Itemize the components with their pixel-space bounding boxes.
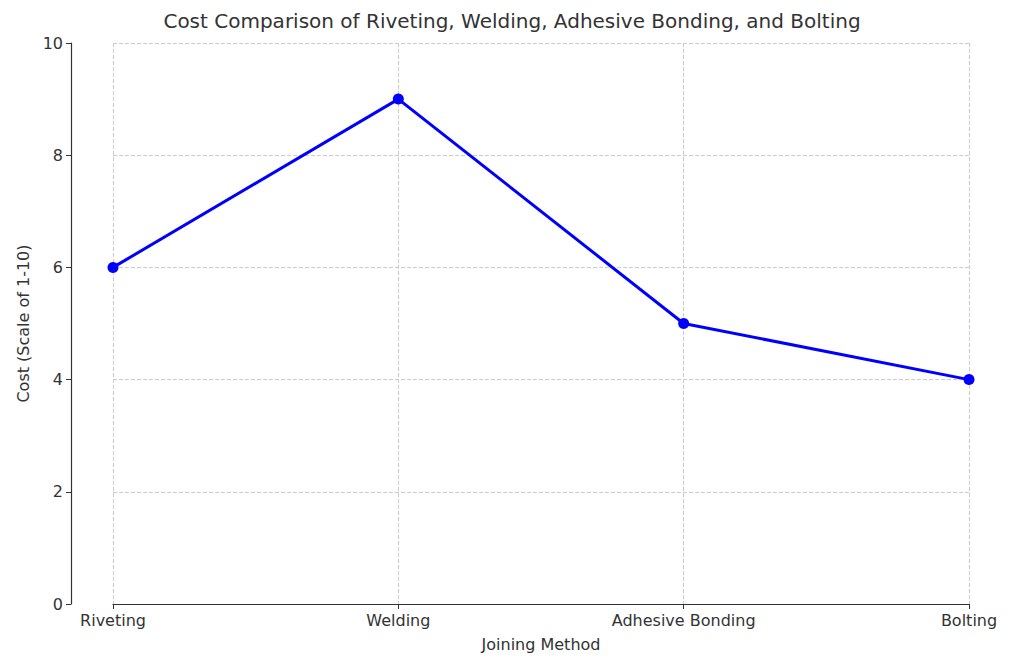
svg-text:Welding: Welding bbox=[366, 611, 430, 630]
svg-text:8: 8 bbox=[53, 146, 63, 165]
svg-text:Joining Method: Joining Method bbox=[481, 635, 601, 654]
svg-text:Bolting: Bolting bbox=[941, 611, 997, 630]
svg-text:2: 2 bbox=[53, 482, 63, 501]
svg-text:0: 0 bbox=[53, 595, 63, 614]
svg-text:Riveting: Riveting bbox=[80, 611, 146, 630]
svg-text:Cost Comparison of Riveting, W: Cost Comparison of Riveting, Welding, Ad… bbox=[163, 9, 860, 33]
svg-text:6: 6 bbox=[53, 258, 63, 277]
svg-text:Adhesive Bonding: Adhesive Bonding bbox=[612, 611, 756, 630]
svg-text:10: 10 bbox=[43, 34, 63, 53]
svg-text:Cost (Scale of 1-10): Cost (Scale of 1-10) bbox=[14, 244, 33, 402]
svg-text:4: 4 bbox=[53, 370, 63, 389]
